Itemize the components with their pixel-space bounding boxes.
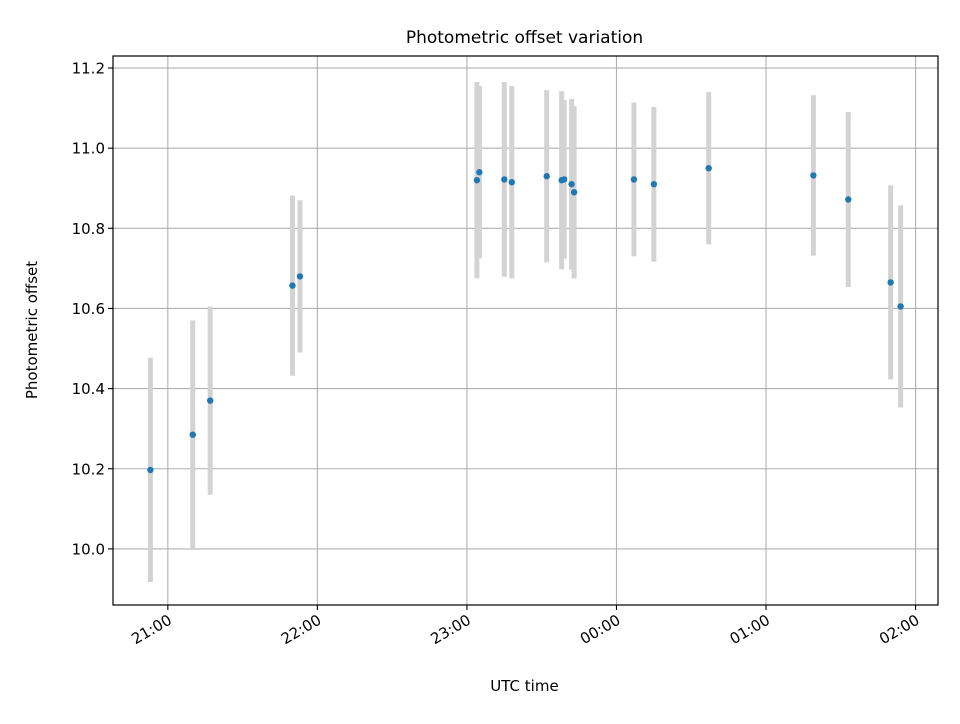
y-tick-label: 10.4 [72,380,105,398]
data-point [570,189,578,196]
y-tick-label: 10.0 [72,540,105,558]
data-point [568,181,575,188]
y-axis-label: Photometric offset [23,261,41,399]
data-point [189,431,196,438]
data-point [887,279,894,286]
data-point [705,165,712,172]
plot-frame [112,55,939,606]
data-point [560,176,568,183]
data-point [476,169,483,176]
data-point [207,397,214,404]
data-points [147,165,904,474]
data-point [650,181,658,188]
y-tick-label: 11.0 [72,140,105,158]
data-point [147,466,154,474]
y-tick-label: 11.2 [72,60,105,78]
y-axis-ticks: 10.0 10.2 10.4 10.6 10.8 11.0 11.2 [72,60,113,558]
chart-title: Photometric offset variation [406,28,643,48]
data-point [296,273,304,280]
y-tick-label: 10.6 [72,300,105,318]
data-point [501,176,508,183]
data-point [508,179,515,186]
data-point [845,196,852,203]
y-tick-label: 10.8 [72,220,105,238]
data-point [897,303,904,310]
y-tick-label: 10.2 [72,460,105,478]
data-point [810,172,817,179]
data-point [543,173,550,180]
data-point [630,176,638,183]
x-axis-label: UTC time [490,677,558,695]
data-point [473,177,481,184]
grid [113,56,938,605]
data-point [289,282,296,289]
